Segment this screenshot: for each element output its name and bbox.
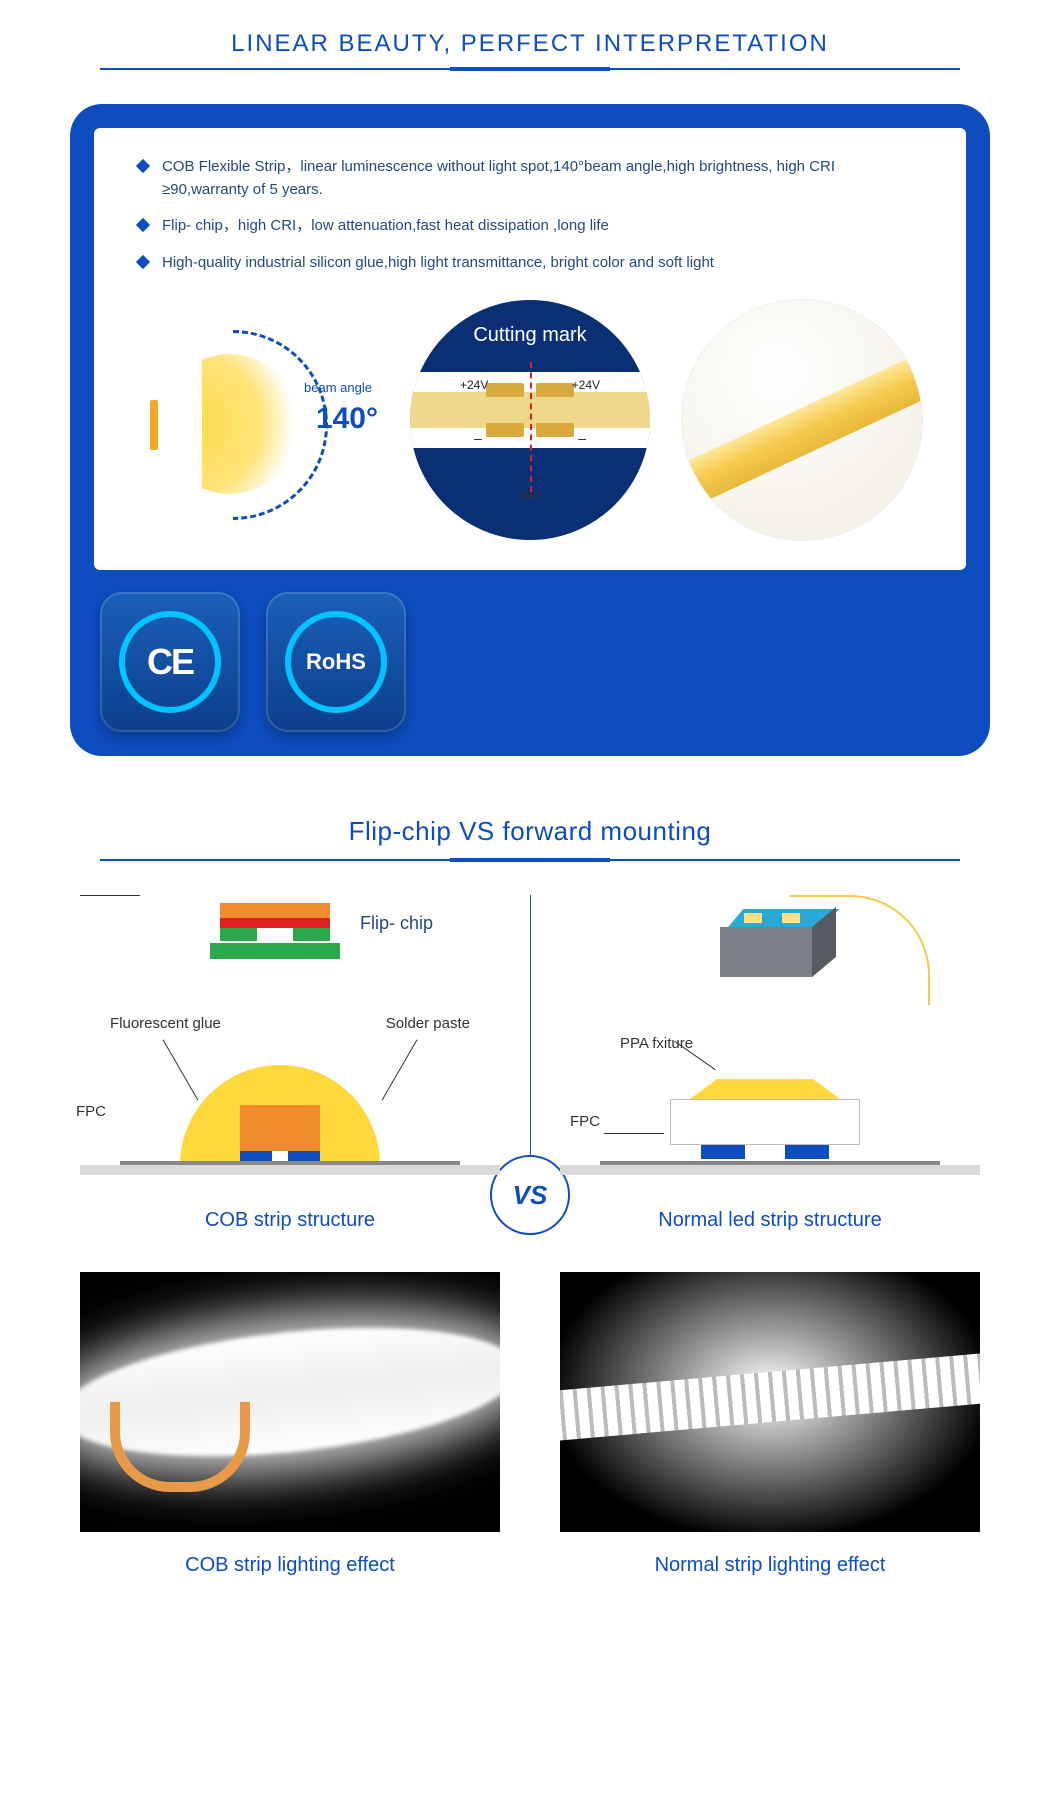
voltage-label: +24V (460, 378, 488, 392)
cob-photo-col: COB strip lighting effect (80, 1272, 500, 1577)
bullet-item: High-quality industrial silicon glue,hig… (138, 252, 922, 275)
beam-angle-graphic: beam angle 140° (138, 310, 386, 530)
voltage-label: +24V (572, 378, 600, 392)
feature-bullets: COB Flexible Strip，linear luminescence w… (138, 156, 922, 274)
fpc-label: FPC (570, 1113, 600, 1130)
cob-lighting-photo (80, 1272, 500, 1532)
bullet-text: High-quality industrial silicon glue,hig… (162, 252, 714, 275)
normal-photo-caption: Normal strip lighting effect (560, 1554, 980, 1577)
rohs-mark: RoHS (306, 649, 366, 675)
normal-column: PPA fxiture FPC Normal led strip structu… (560, 895, 980, 1232)
cutting-title: Cutting mark (410, 324, 650, 347)
beam-value: 140° (316, 402, 378, 436)
certification-badges: CE RoHS (94, 592, 966, 732)
ce-mark: CE (147, 641, 193, 683)
ce-badge: CE (100, 592, 240, 732)
section2-title: Flip-chip VS forward mounting (0, 816, 1060, 847)
neg-label: – (578, 430, 586, 446)
neg-label: – (474, 430, 482, 446)
fpc-label: FPC (76, 1103, 106, 1120)
section1-title: LINEAR BEAUTY, PERFECT INTERPRETATION (0, 30, 1060, 58)
ppa-label: PPA fxiture (620, 1035, 693, 1052)
comparison: VS Flip- chip Fluorescent glue Solder pa… (80, 895, 980, 1232)
beam-label: beam angle (304, 380, 372, 395)
bullet-text: Flip- chip，high CRI，low attenuation,fast… (162, 215, 609, 238)
diamond-icon (136, 159, 150, 173)
cob-caption: COB strip structure (80, 1209, 500, 1232)
rohs-badge: RoHS (266, 592, 406, 732)
solder-label: Solder paste (386, 1015, 470, 1032)
photo-comparison: COB strip lighting effect Normal strip l… (80, 1272, 980, 1577)
vs-badge: VS (490, 1155, 570, 1235)
flip-chip-label: Flip- chip (360, 913, 433, 934)
bullet-item: COB Flexible Strip，linear luminescence w… (138, 156, 922, 201)
cob-photo-caption: COB strip lighting effect (80, 1554, 500, 1577)
feature-box: COB Flexible Strip，linear luminescence w… (94, 128, 966, 570)
bullet-item: Flip- chip，high CRI，low attenuation,fast… (138, 215, 922, 238)
cob-structure-diagram: Flip- chip Fluorescent glue Solder paste… (80, 895, 500, 1195)
cutting-mark-graphic: Cutting mark +24V +24V – – ✂ (406, 300, 654, 540)
cut-line-icon (530, 362, 532, 492)
normal-caption: Normal led strip structure (560, 1209, 980, 1232)
diamond-icon (136, 254, 150, 268)
fluorescent-label: Fluorescent glue (110, 1015, 221, 1032)
cob-column: Flip- chip Fluorescent glue Solder paste… (80, 895, 500, 1232)
bullet-text: COB Flexible Strip，linear luminescence w… (162, 156, 922, 201)
normal-lighting-photo (560, 1272, 980, 1532)
feature-panel: COB Flexible Strip，linear luminescence w… (70, 104, 990, 756)
scissors-icon: ✂ (521, 484, 539, 510)
divider (100, 68, 960, 74)
diamond-icon (136, 218, 150, 232)
normal-photo-col: Normal strip lighting effect (560, 1272, 980, 1577)
normal-structure-diagram: PPA fxiture FPC (560, 895, 980, 1195)
feature-circles: beam angle 140° Cutting mark +24V +24V –… (138, 300, 922, 540)
product-photo (674, 300, 922, 540)
divider (100, 859, 960, 865)
